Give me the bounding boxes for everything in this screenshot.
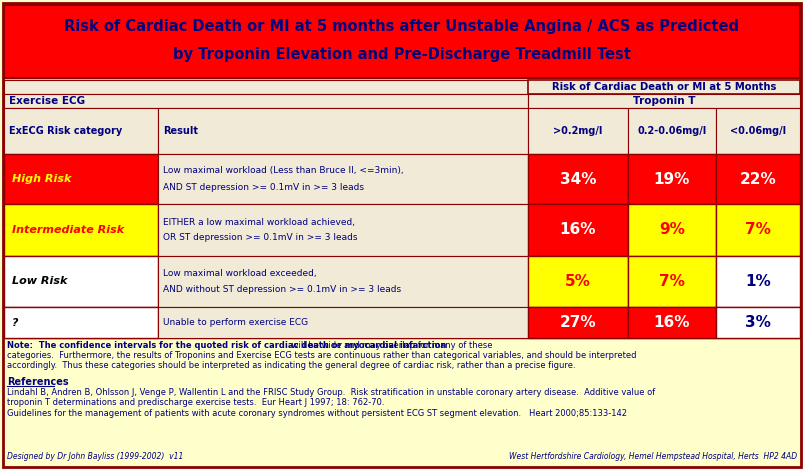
Text: Risk of Cardiac Death or MI at 5 months after Unstable Angina / ACS as Predicted: Risk of Cardiac Death or MI at 5 months … [64,19,739,34]
Text: by Troponin Elevation and Pre-Discharge Treadmill Test: by Troponin Elevation and Pre-Discharge … [173,47,630,63]
Bar [715,204,799,256]
Text: 5%: 5% [565,274,590,289]
Text: >0.2mg/l: >0.2mg/l [552,126,602,136]
Bar [715,256,799,307]
Text: Low maximal workload exceeded,: Low maximal workload exceeded, [163,269,316,278]
Text: Note:  The confidence intervals for the quoted risk of cardiac death or myocardi: Note: The confidence intervals for the q… [7,341,446,350]
Text: <0.06mg/l: <0.06mg/l [729,126,785,136]
Text: will be wide and may overlap for many of these: will be wide and may overlap for many of… [289,341,492,350]
Bar [528,256,627,307]
Text: AND without ST depression >= 0.1mV in >= 3 leads: AND without ST depression >= 0.1mV in >=… [163,285,401,294]
Text: Designed by Dr John Bayliss (1999-2002)  v11: Designed by Dr John Bayliss (1999-2002) … [7,452,183,461]
Text: Low maximal workload (Less than Bruce II, <=3min),: Low maximal workload (Less than Bruce II… [163,166,403,175]
Text: Guidelines for the management of patients with acute coronary syndromes without : Guidelines for the management of patient… [7,409,626,418]
Text: 27%: 27% [559,315,596,330]
Bar [4,108,158,154]
Bar [528,108,627,154]
Text: 9%: 9% [658,222,684,237]
Text: Risk of Cardiac Death or MI at 5 Months: Risk of Cardiac Death or MI at 5 Months [551,82,775,92]
Bar [158,204,528,256]
Text: 7%: 7% [658,274,684,289]
Bar [158,154,528,204]
Text: Exercise ECG: Exercise ECG [9,96,85,106]
Text: 16%: 16% [653,315,690,330]
Text: EITHER a low maximal workload achieved,: EITHER a low maximal workload achieved, [163,218,355,227]
Bar [4,256,158,307]
Bar [715,307,799,338]
Text: 22%: 22% [739,172,776,187]
Text: ?: ? [12,318,18,328]
Bar [627,154,715,204]
Text: 1%: 1% [744,274,770,289]
Bar [4,154,158,204]
Bar [4,307,158,338]
Bar [627,256,715,307]
Text: 19%: 19% [653,172,689,187]
Bar [715,154,799,204]
Text: OR ST depression >= 0.1mV in >= 3 leads: OR ST depression >= 0.1mV in >= 3 leads [163,234,357,243]
Bar [627,108,715,154]
Bar [4,80,799,338]
Bar [4,5,799,78]
Bar [528,204,627,256]
Text: ExECG Risk category: ExECG Risk category [9,126,122,136]
Text: 0.2-0.06mg/l: 0.2-0.06mg/l [637,126,706,136]
Bar [4,94,528,108]
Text: 34%: 34% [559,172,596,187]
Text: Intermediate Risk: Intermediate Risk [12,225,124,235]
Bar [528,80,799,94]
Bar [715,108,799,154]
Bar [627,204,715,256]
Bar [528,307,627,338]
Text: troponin T determinations and predischarge exercise tests.  Eur Heart J 1997; 18: troponin T determinations and predischar… [7,398,384,407]
Text: accordingly.  Thus these categories should be interpreted as indicating the gene: accordingly. Thus these categories shoul… [7,361,575,370]
Text: Troponin T: Troponin T [632,96,695,106]
Text: Low Risk: Low Risk [12,276,67,287]
Text: References: References [7,377,68,387]
Text: 7%: 7% [744,222,770,237]
Bar [627,307,715,338]
Bar [528,94,799,108]
Text: categories.  Furthermore, the results of Troponins and Exercise ECG tests are co: categories. Furthermore, the results of … [7,351,636,360]
Bar [158,256,528,307]
Text: Result: Result [163,126,198,136]
Text: Unable to perform exercise ECG: Unable to perform exercise ECG [163,318,308,327]
Bar [528,154,627,204]
Bar [158,307,528,338]
Bar [4,80,528,94]
Bar [4,204,158,256]
Text: Lindahl B, Andren B, Ohlsson J, Venge P, Wallentin L and the FRISC Study Group. : Lindahl B, Andren B, Ohlsson J, Venge P,… [7,388,654,397]
Text: High Risk: High Risk [12,174,71,184]
Text: 16%: 16% [559,222,596,237]
Bar [158,108,528,154]
Text: AND ST depression >= 0.1mV in >= 3 leads: AND ST depression >= 0.1mV in >= 3 leads [163,182,364,191]
Text: 3%: 3% [744,315,770,330]
Text: West Hertfordshire Cardiology, Hemel Hempstead Hospital, Herts  HP2 4AD: West Hertfordshire Cardiology, Hemel Hem… [508,452,796,461]
